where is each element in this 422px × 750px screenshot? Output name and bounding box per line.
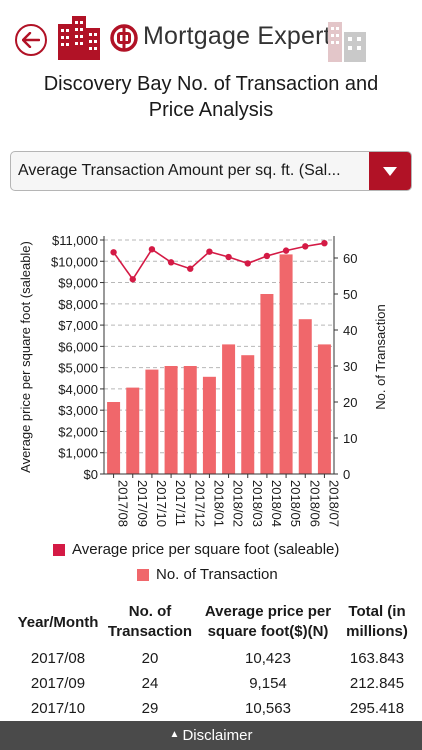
y-tick-label-left: $11,000 bbox=[52, 233, 98, 248]
legend-label-price: Average price per square foot (saleable) bbox=[72, 541, 340, 558]
legend-swatch-transactions bbox=[137, 568, 149, 581]
table-header-price: Average price per square foot($)(N) bbox=[204, 603, 332, 640]
bar bbox=[241, 355, 255, 474]
table-cell: 20 bbox=[141, 650, 159, 667]
table-cell: 163.843 bbox=[349, 650, 405, 667]
legend-item-transactions[interactable]: No. of Transaction bbox=[137, 566, 278, 583]
x-tick-label: 2017/09 bbox=[135, 480, 150, 527]
table-cell: 295.418 bbox=[349, 700, 405, 717]
x-tick-label: 2017/10 bbox=[154, 480, 169, 527]
y-axis-title-right: No. of Transaction bbox=[373, 304, 388, 410]
x-tick-label: 2018/07 bbox=[326, 480, 341, 527]
x-tick-label: 2017/12 bbox=[192, 480, 207, 527]
building-faded-icon bbox=[328, 22, 366, 62]
y-tick-label-right: 0 bbox=[343, 467, 350, 482]
metric-select-value: Average Transaction Amount per sq. ft. (… bbox=[18, 162, 341, 179]
x-tick-label: 2018/06 bbox=[307, 480, 322, 527]
bar bbox=[107, 402, 121, 474]
caret-down-icon bbox=[383, 167, 397, 176]
building-icon bbox=[58, 16, 100, 60]
price-line bbox=[112, 242, 325, 281]
y-tick-label-left: $8,000 bbox=[58, 297, 98, 312]
legend-label-transactions: No. of Transaction bbox=[156, 566, 278, 583]
app-title: Mortgage Expert bbox=[143, 22, 331, 50]
y-tick-label-right: 20 bbox=[343, 395, 357, 410]
table-cell: 2017/10 bbox=[30, 700, 86, 717]
price-point bbox=[321, 239, 328, 247]
table-cell: 24 bbox=[141, 675, 159, 692]
y-tick-label-right: 60 bbox=[343, 251, 357, 266]
x-tick-label: 2017/08 bbox=[116, 480, 131, 527]
price-point bbox=[225, 253, 232, 261]
y-tick-label-left: $7,000 bbox=[58, 318, 98, 333]
y-axis-title-left: Average price per square foot (saleable) bbox=[18, 241, 33, 473]
table-cell: 10,423 bbox=[245, 650, 291, 667]
disclaimer-bar[interactable]: ▲ Disclaimer bbox=[0, 721, 422, 750]
y-tick-label-left: $9,000 bbox=[58, 276, 98, 291]
y-tick-label-right: 40 bbox=[343, 323, 357, 338]
y-tick-label-left: $4,000 bbox=[58, 382, 98, 397]
price-point bbox=[263, 252, 271, 260]
table-cell: 29 bbox=[141, 700, 159, 717]
chart-container: $0 $1,000 $2,000 $3,000 $4,000 $5,000 $6,000 $7… bbox=[0, 222, 422, 590]
bar bbox=[183, 366, 197, 474]
bar bbox=[145, 369, 159, 474]
y-tick-label-left: $5,000 bbox=[58, 361, 98, 376]
price-point bbox=[206, 248, 213, 255]
table-header-total: Total (in millions) bbox=[346, 603, 408, 640]
price-point bbox=[282, 247, 290, 254]
disclaimer-label: Disclaimer bbox=[182, 727, 253, 744]
y-tick-label-right: 30 bbox=[343, 359, 357, 374]
page-title-line2: Price Analysis bbox=[148, 99, 274, 121]
price-point bbox=[187, 265, 194, 272]
bar bbox=[126, 387, 140, 474]
y-tick-label-left: $3,000 bbox=[58, 403, 98, 418]
y-tick-label-left: $0 bbox=[84, 467, 98, 482]
bar bbox=[222, 344, 236, 474]
legend-swatch-price bbox=[53, 543, 65, 556]
bar bbox=[202, 376, 216, 474]
legend-item-price[interactable]: Average price per square foot (saleable) bbox=[53, 541, 339, 558]
x-tick-label: 2018/04 bbox=[269, 480, 284, 527]
bar bbox=[260, 294, 274, 474]
y-tick-label-left: $10,000 bbox=[51, 254, 98, 269]
back-button[interactable] bbox=[15, 24, 47, 56]
table-cell: 10,563 bbox=[245, 700, 291, 717]
page-title: Discovery Bay No. of Transaction and Pri… bbox=[0, 71, 422, 123]
table-header-count: No. of Transaction bbox=[107, 603, 193, 640]
price-point bbox=[244, 260, 251, 267]
price-point bbox=[110, 249, 117, 256]
chevron-up-icon: ▲ bbox=[169, 729, 180, 740]
app-header: Mortgage Expert bbox=[0, 0, 422, 62]
price-point bbox=[302, 243, 309, 250]
price-point bbox=[148, 246, 156, 253]
x-tick-label: 2018/03 bbox=[250, 480, 265, 527]
x-tick-label: 2017/11 bbox=[173, 480, 188, 526]
y-tick-label-right: 50 bbox=[343, 287, 357, 302]
table-cell: 2017/09 bbox=[30, 675, 86, 692]
back-arrow-icon bbox=[22, 32, 40, 48]
boc-logo-icon bbox=[110, 24, 138, 52]
x-tick-label: 2018/02 bbox=[231, 480, 246, 527]
table-header-month: Year/Month bbox=[17, 614, 99, 631]
x-tick-label: 2018/01 bbox=[211, 480, 226, 527]
bar bbox=[279, 254, 293, 474]
y-tick-label-left: $6,000 bbox=[58, 339, 98, 354]
table-cell: 2017/08 bbox=[30, 650, 86, 667]
table-cell: 9,154 bbox=[249, 675, 287, 692]
y-tick-label-right: 10 bbox=[343, 431, 357, 446]
price-point bbox=[129, 276, 136, 283]
price-point bbox=[167, 259, 175, 266]
bar bbox=[298, 319, 312, 474]
page-title-line1: Discovery Bay No. of Transaction and bbox=[43, 73, 379, 95]
metric-select-button[interactable] bbox=[369, 152, 411, 190]
table-cell: 212.845 bbox=[349, 675, 405, 692]
y-tick-label-left: $2,000 bbox=[58, 424, 98, 439]
bar bbox=[317, 344, 331, 474]
y-tick-label-left: $1,000 bbox=[58, 446, 98, 461]
x-tick-label: 2018/05 bbox=[288, 480, 303, 527]
bar bbox=[164, 366, 178, 474]
metric-select[interactable]: Average Transaction Amount per sq. ft. (… bbox=[10, 151, 412, 191]
combo-chart: $0 $1,000 $2,000 $3,000 $4,000 $5,000 $6,000 $7… bbox=[18, 233, 388, 527]
